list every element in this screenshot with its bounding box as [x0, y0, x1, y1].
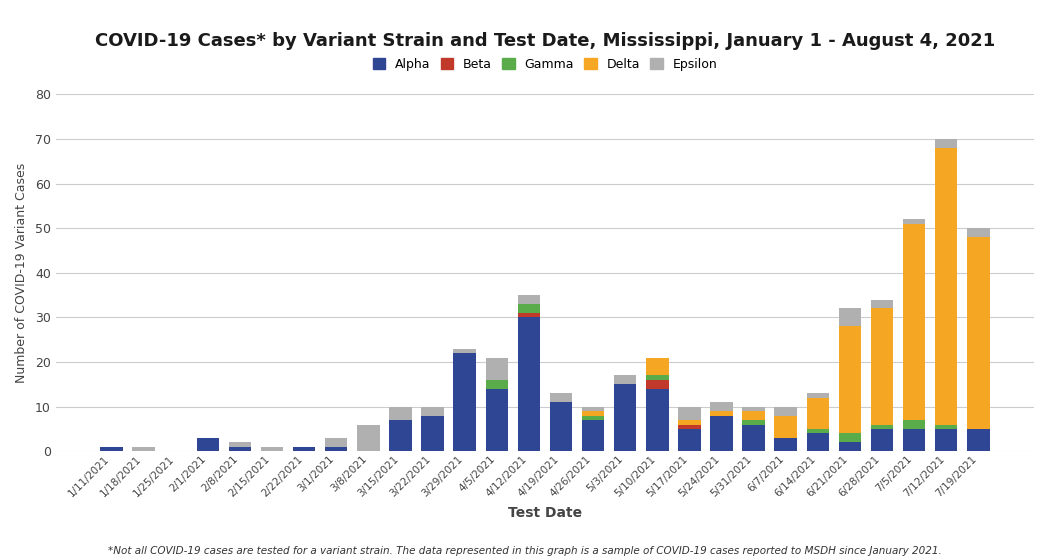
Bar — [838, 326, 861, 433]
Bar — [517, 304, 540, 313]
Bar — [967, 237, 989, 429]
Bar — [678, 424, 701, 429]
Bar — [550, 393, 572, 402]
Bar — [935, 148, 958, 424]
Bar — [838, 433, 861, 442]
Bar — [903, 224, 925, 420]
Bar — [517, 317, 540, 451]
Bar — [743, 411, 765, 420]
Bar — [389, 407, 411, 420]
Bar — [871, 429, 894, 451]
Legend: Alpha, Beta, Gamma, Delta, Epsilon: Alpha, Beta, Gamma, Delta, Epsilon — [369, 54, 721, 75]
Bar — [743, 420, 765, 424]
Bar — [261, 447, 283, 451]
Bar — [357, 424, 380, 451]
Bar — [453, 353, 476, 451]
Bar — [774, 438, 797, 451]
Bar — [935, 424, 958, 429]
Bar — [838, 309, 861, 326]
Bar — [582, 407, 604, 411]
Bar — [646, 389, 668, 451]
Bar — [678, 407, 701, 420]
Bar — [743, 424, 765, 451]
Bar — [807, 429, 829, 433]
Bar — [774, 407, 797, 416]
Bar — [935, 429, 958, 451]
Bar — [453, 349, 476, 353]
Bar — [646, 380, 668, 389]
Bar — [774, 416, 797, 438]
Bar — [422, 407, 444, 416]
Bar — [486, 389, 508, 451]
Bar — [903, 429, 925, 451]
Bar — [838, 442, 861, 451]
Bar — [517, 295, 540, 304]
Bar — [325, 447, 347, 451]
Bar — [646, 375, 668, 380]
Bar — [486, 358, 508, 380]
Bar — [710, 411, 732, 416]
Bar — [807, 433, 829, 451]
Bar — [293, 447, 316, 451]
Bar — [646, 358, 668, 375]
Bar — [582, 411, 604, 416]
Text: *Not all COVID-19 cases are tested for a variant strain. The data represented in: *Not all COVID-19 cases are tested for a… — [108, 546, 941, 556]
Bar — [903, 219, 925, 224]
Bar — [710, 402, 732, 411]
X-axis label: Test Date: Test Date — [508, 506, 582, 520]
Bar — [582, 420, 604, 451]
Bar — [229, 442, 251, 447]
Bar — [614, 384, 637, 451]
Bar — [325, 438, 347, 447]
Bar — [710, 416, 732, 451]
Bar — [871, 300, 894, 309]
Bar — [807, 398, 829, 429]
Bar — [743, 407, 765, 411]
Bar — [486, 380, 508, 389]
Bar — [871, 309, 894, 424]
Bar — [582, 416, 604, 420]
Bar — [550, 402, 572, 451]
Bar — [101, 447, 123, 451]
Bar — [517, 313, 540, 317]
Bar — [678, 429, 701, 451]
Bar — [807, 393, 829, 398]
Bar — [967, 228, 989, 237]
Title: COVID-19 Cases* by Variant Strain and Test Date, Mississippi, January 1 - August: COVID-19 Cases* by Variant Strain and Te… — [94, 32, 996, 50]
Bar — [196, 438, 219, 451]
Bar — [935, 139, 958, 148]
Bar — [614, 375, 637, 384]
Bar — [132, 447, 155, 451]
Bar — [389, 420, 411, 451]
Bar — [678, 420, 701, 424]
Bar — [422, 416, 444, 451]
Bar — [871, 424, 894, 429]
Bar — [229, 447, 251, 451]
Bar — [903, 420, 925, 429]
Y-axis label: Number of COVID-19 Variant Cases: Number of COVID-19 Variant Cases — [15, 163, 28, 383]
Bar — [967, 429, 989, 451]
